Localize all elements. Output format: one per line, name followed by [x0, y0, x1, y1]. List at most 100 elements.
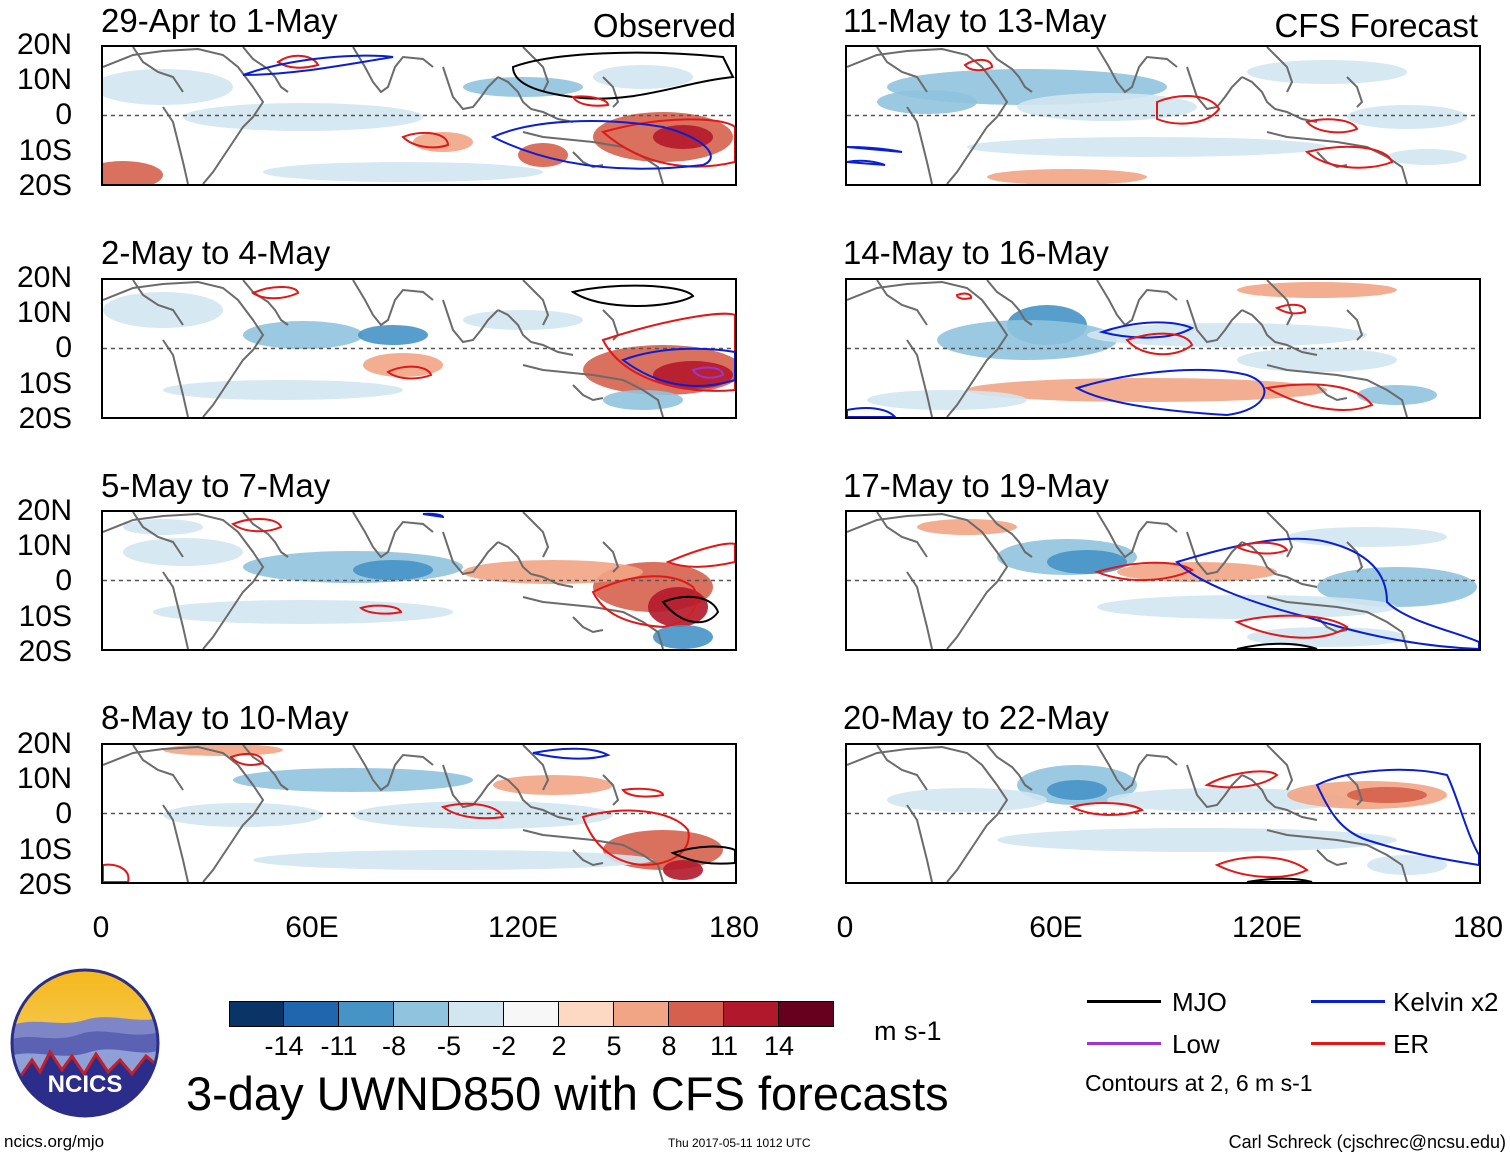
colorbar-unit: m s-1	[874, 1016, 942, 1046]
map-panel-1	[101, 45, 737, 186]
contour-er	[1093, 561, 1195, 582]
anomaly-blob	[353, 560, 433, 580]
wave-contours	[1069, 768, 1479, 882]
anomaly-blob	[653, 625, 713, 649]
legend-er-label: ER	[1393, 1029, 1430, 1059]
map-layer-3	[103, 512, 735, 649]
coastline	[103, 512, 265, 649]
colorbar-box-4	[448, 1001, 504, 1027]
coastline	[1266, 745, 1294, 791]
contour-mjo	[511, 51, 735, 100]
contour-er	[1156, 95, 1221, 125]
anomaly-blob	[1087, 323, 1367, 347]
coastline	[906, 106, 933, 184]
coastline	[442, 66, 499, 111]
anomaly-blob	[867, 390, 1027, 410]
coastline	[1096, 47, 1178, 94]
contour-er	[359, 604, 403, 615]
lon-label: 120E	[1231, 911, 1303, 944]
coastline	[162, 571, 189, 649]
panel-title-4: 8-May to 10-May	[101, 699, 349, 736]
anomaly-field	[877, 60, 1467, 184]
lat-label: 10N	[16, 63, 72, 96]
anomaly-blob	[103, 292, 223, 328]
coastline	[986, 47, 1033, 93]
colorbar-box-5	[503, 1001, 559, 1027]
coastline	[1096, 280, 1178, 327]
contour-er	[1234, 541, 1289, 555]
legend-low-label: Low	[1172, 1029, 1220, 1059]
anomaly-blob	[593, 65, 693, 89]
anomaly-blob	[877, 90, 977, 114]
lat-label: 20N	[16, 261, 72, 294]
panel-title-3: 5-May to 7-May	[101, 467, 331, 504]
coastline	[497, 309, 574, 356]
coastline	[847, 745, 1009, 882]
colorbar-box-1	[283, 1001, 339, 1027]
contour-kelvin	[847, 407, 897, 417]
coastline	[162, 804, 189, 882]
contour-er	[1204, 770, 1279, 789]
anomaly-blob	[1047, 550, 1127, 574]
lat-label: 20S	[18, 402, 72, 435]
coastline	[847, 280, 1009, 417]
legend-kelvin-label: Kelvin x2	[1393, 987, 1499, 1017]
anomaly-blob	[163, 803, 323, 827]
contour-low	[691, 366, 725, 379]
anomaly-blob	[243, 321, 363, 349]
coastline	[876, 745, 928, 791]
coastline	[352, 280, 434, 327]
contour-er	[955, 292, 973, 300]
lon-label: 180	[708, 911, 760, 944]
map-layer-8	[847, 745, 1479, 882]
colorbar-box-0	[229, 1001, 285, 1027]
coastline	[522, 745, 550, 791]
coastline	[497, 76, 574, 123]
anomaly-field	[917, 519, 1477, 647]
lat-label: 20N	[16, 494, 72, 527]
contour-er	[591, 575, 698, 629]
map-panel-6	[845, 278, 1481, 419]
anomaly-field	[103, 292, 735, 410]
anomaly-blob	[997, 828, 1397, 852]
coastline	[602, 774, 620, 806]
wave-contours	[250, 284, 735, 392]
lat-label: 0	[55, 98, 72, 131]
anomaly-field	[103, 65, 733, 184]
anomaly-blob	[463, 560, 643, 584]
anomaly-blob	[163, 745, 283, 756]
coastline	[522, 512, 550, 558]
lat-label: 10N	[16, 762, 72, 795]
coastline	[1241, 774, 1318, 821]
map-layer-1	[103, 47, 735, 184]
colorbar-label: -8	[381, 1031, 406, 1061]
contour-mjo	[1236, 642, 1318, 649]
anomaly-blob	[648, 587, 708, 627]
contour-er	[621, 787, 665, 798]
lat-label: 10S	[18, 367, 72, 400]
footer-site: ncics.org/mjo	[4, 1132, 105, 1151]
coastline	[442, 531, 499, 576]
coastline	[906, 339, 933, 417]
coastline	[132, 745, 184, 791]
logo-text: NCICS	[48, 1071, 123, 1098]
coastline	[1316, 384, 1348, 402]
lon-label: 60E	[1029, 911, 1083, 944]
contour-kelvin	[422, 512, 445, 519]
coastline	[1266, 829, 1408, 882]
coastline	[352, 745, 434, 792]
anomaly-blob	[1237, 282, 1397, 298]
coastline	[986, 512, 1033, 558]
contour-er	[1305, 118, 1359, 134]
anomaly-blob	[967, 378, 1327, 402]
legend-note: Contours at 2, 6 m s-1	[1085, 1070, 1313, 1096]
map-panel-5	[845, 45, 1481, 186]
coastline	[1241, 541, 1318, 588]
anomaly-blob	[123, 519, 203, 535]
lat-label: 20S	[18, 868, 72, 901]
legend-kelvin-line	[1311, 1000, 1385, 1003]
anomaly-blob	[967, 137, 1327, 157]
colorbar-label: 11	[709, 1031, 739, 1061]
coastline	[162, 106, 189, 184]
lon-label: 0	[92, 911, 110, 944]
